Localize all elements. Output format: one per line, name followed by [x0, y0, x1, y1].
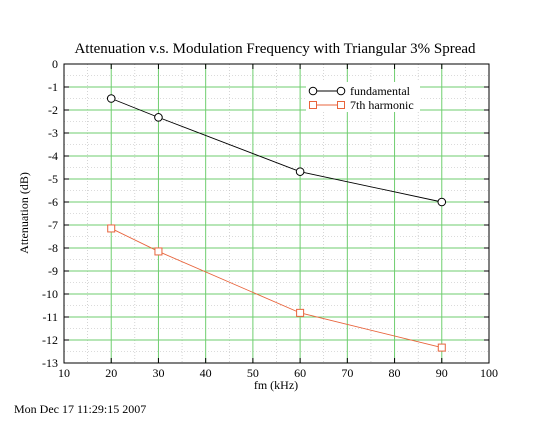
legend-marker — [336, 86, 346, 96]
y-tick-label: -11 — [42, 310, 58, 324]
legend-marker — [337, 101, 345, 109]
data-point — [154, 247, 163, 256]
y-tick-label: -6 — [48, 195, 58, 209]
y-axis-label: Attenuation (dB) — [17, 172, 31, 254]
data-point — [437, 343, 446, 352]
series-layer — [106, 94, 447, 352]
x-tick-label: 100 — [480, 366, 498, 380]
x-axis-label: fm (kHz) — [254, 378, 298, 392]
y-tick-label: -13 — [42, 356, 58, 370]
x-tick-label: 90 — [436, 366, 448, 380]
chart-title: Attenuation v.s. Modulation Frequency wi… — [74, 41, 476, 57]
y-tick-label: -3 — [48, 126, 58, 140]
series-seventh-harmonic — [107, 224, 446, 352]
grid-lines — [63, 63, 490, 364]
series-line — [111, 98, 442, 203]
y-tick-label: -2 — [48, 103, 58, 117]
series-line — [111, 228, 442, 349]
legend-entry: fundamental — [308, 84, 411, 98]
data-point — [154, 113, 163, 122]
x-tick-label: 40 — [200, 366, 212, 380]
x-tick-label: 20 — [105, 366, 117, 380]
y-tick-label: -5 — [48, 172, 58, 186]
y-tick-label: -7 — [48, 218, 58, 232]
legend-label: fundamental — [350, 84, 411, 98]
x-tick-label: 10 — [58, 366, 70, 380]
data-point — [106, 94, 116, 103]
legend-marker — [309, 101, 317, 109]
data-point — [107, 224, 116, 233]
legend-entry: 7th harmonic — [309, 98, 414, 112]
legend-label: 7th harmonic — [350, 98, 414, 112]
plot-frame — [63, 63, 490, 364]
x-tick-label: 30 — [152, 366, 164, 380]
x-tick-label: 50 — [247, 366, 259, 380]
y-tick-label: -1 — [48, 80, 58, 94]
timestamp-footer: Mon Dec 17 11:29:15 2007 — [14, 402, 147, 416]
axis-ticks: 10 20 30 40 50 60 70 80 90 100 0 -1 -2 -3 -4 -5 -6 -7 -8 -9… — [42, 57, 498, 380]
x-tick-label: 60 — [294, 366, 306, 380]
x-tick-label: 80 — [389, 366, 401, 380]
y-tick-label: -9 — [48, 264, 58, 278]
legend-background — [306, 82, 420, 112]
data-point — [296, 308, 305, 317]
y-tick-label: -4 — [48, 149, 58, 163]
x-tick-label: 70 — [341, 366, 353, 380]
data-point — [437, 197, 447, 207]
y-tick-label: -12 — [42, 333, 58, 347]
y-tick-label: 0 — [52, 57, 58, 71]
legend-marker — [308, 86, 318, 96]
data-point — [295, 167, 305, 176]
series-fundamental — [106, 94, 447, 207]
y-tick-label: -10 — [42, 287, 58, 301]
y-tick-label: -8 — [48, 241, 58, 255]
